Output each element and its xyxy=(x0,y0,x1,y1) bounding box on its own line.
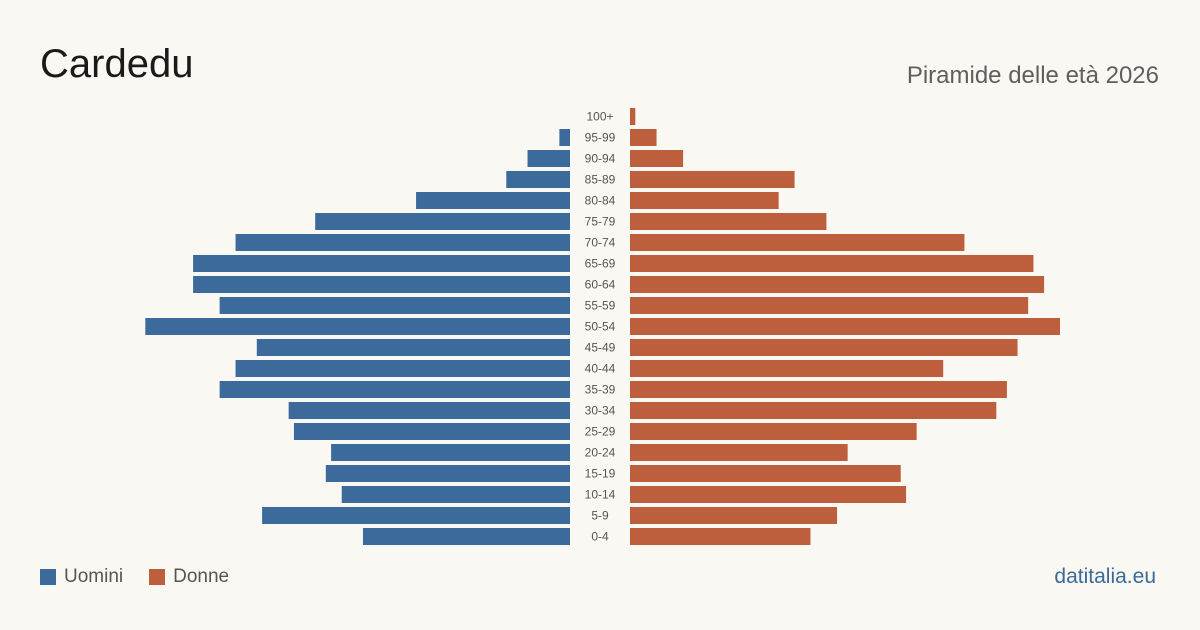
bar-women-0-4 xyxy=(630,528,811,545)
age-label-30-34: 30-34 xyxy=(585,404,616,418)
bar-women-95-99 xyxy=(630,129,657,146)
bar-women-30-34 xyxy=(630,402,997,419)
bar-women-20-24 xyxy=(630,444,848,461)
bar-women-75-79 xyxy=(630,213,827,230)
legend-item-men: Uomini xyxy=(40,566,123,588)
age-label-40-44: 40-44 xyxy=(585,362,616,376)
age-label-60-64: 60-64 xyxy=(585,278,616,292)
age-label-80-84: 80-84 xyxy=(585,194,616,208)
bar-women-15-19 xyxy=(630,465,901,482)
bar-women-60-64 xyxy=(630,276,1045,293)
age-label-35-39: 35-39 xyxy=(585,383,616,397)
bar-men-10-14 xyxy=(341,486,570,503)
age-label-45-49: 45-49 xyxy=(585,341,616,355)
bar-women-70-74 xyxy=(630,234,965,251)
age-label-90-94: 90-94 xyxy=(585,152,616,166)
bar-women-50-54 xyxy=(630,318,1060,335)
age-label-15-19: 15-19 xyxy=(585,467,616,481)
bar-men-25-29 xyxy=(293,423,570,440)
bar-men-35-39 xyxy=(219,381,570,398)
page-title: Cardedu xyxy=(40,42,194,86)
bar-men-20-24 xyxy=(331,444,570,461)
age-label-70-74: 70-74 xyxy=(585,236,616,250)
bar-men-5-9 xyxy=(262,507,570,524)
bar-men-65-69 xyxy=(193,255,570,272)
age-label-5-9: 5-9 xyxy=(591,509,609,523)
legend-item-women: Donne xyxy=(149,566,229,588)
bar-women-85-89 xyxy=(630,171,795,188)
age-label-85-89: 85-89 xyxy=(585,173,616,187)
bar-men-80-84 xyxy=(416,192,570,209)
bar-women-65-69 xyxy=(630,255,1034,272)
bar-men-95-99 xyxy=(559,129,570,146)
bar-men-85-89 xyxy=(506,171,570,188)
bar-men-55-59 xyxy=(219,297,570,314)
bar-men-30-34 xyxy=(288,402,570,419)
legend-swatch-men xyxy=(40,569,56,585)
bar-women-80-84 xyxy=(630,192,779,209)
bar-women-45-49 xyxy=(630,339,1018,356)
bar-men-45-49 xyxy=(256,339,570,356)
bar-men-70-74 xyxy=(235,234,571,251)
bar-women-40-44 xyxy=(630,360,944,377)
bar-men-40-44 xyxy=(235,360,571,377)
bar-men-75-79 xyxy=(315,213,570,230)
bar-men-50-54 xyxy=(145,318,570,335)
bar-men-0-4 xyxy=(362,528,570,545)
population-pyramid-chart: 100+ 95-99 90-94 85-89 80-84 75-79 70-74 65-69 6… xyxy=(145,108,1060,545)
age-label-20-24: 20-24 xyxy=(585,446,616,460)
age-label-55-59: 55-59 xyxy=(585,299,616,313)
bar-women-90-94 xyxy=(630,150,684,167)
age-label-50-54: 50-54 xyxy=(585,320,616,334)
chart-subtitle: Piramide delle età 2026 xyxy=(906,62,1159,89)
brand-link[interactable]: datitalia.eu xyxy=(1054,565,1156,588)
bar-men-15-19 xyxy=(325,465,570,482)
bar-women-100+ xyxy=(630,108,636,125)
bar-women-25-29 xyxy=(630,423,917,440)
age-label-65-69: 65-69 xyxy=(585,257,616,271)
bar-men-90-94 xyxy=(527,150,570,167)
age-label-25-29: 25-29 xyxy=(585,425,616,439)
bar-women-10-14 xyxy=(630,486,907,503)
age-label-95-99: 95-99 xyxy=(585,131,616,145)
legend-label-women: Donne xyxy=(173,566,230,587)
legend-swatch-women xyxy=(149,569,166,585)
age-label-100+: 100+ xyxy=(586,110,613,124)
bar-women-5-9 xyxy=(630,507,838,524)
bar-men-60-64 xyxy=(193,276,570,293)
bar-women-35-39 xyxy=(630,381,1007,398)
bar-women-55-59 xyxy=(630,297,1029,314)
age-label-0-4: 0-4 xyxy=(591,530,609,544)
age-label-75-79: 75-79 xyxy=(585,215,616,229)
legend-label-men: Uomini xyxy=(64,566,124,587)
chart-legend: Uomini Donne xyxy=(40,566,255,588)
age-label-10-14: 10-14 xyxy=(585,488,616,502)
